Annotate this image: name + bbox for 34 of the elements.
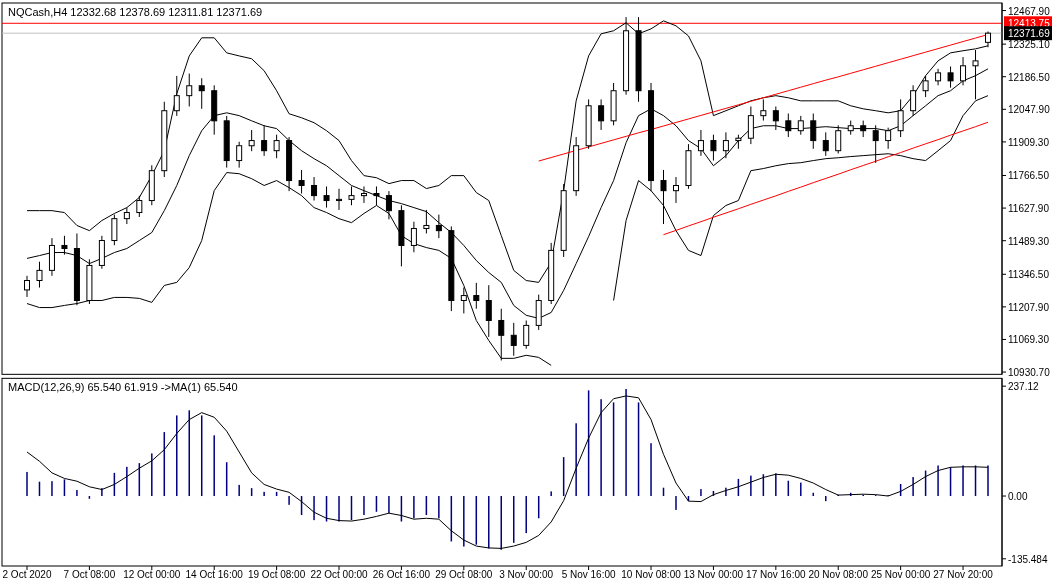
x-tick-label: 26 Oct 16:00	[372, 569, 431, 580]
y-tick-label: 12325.10	[1008, 39, 1051, 51]
x-tick-label: 25 Nov 00:00	[870, 569, 931, 580]
y-tick-label: 11207.90	[1008, 301, 1050, 313]
y-tick-label: 12047.90	[1008, 104, 1051, 116]
y-tick-label: 11346.50	[1008, 269, 1050, 281]
x-tick-label: 20 Nov 08:00	[808, 569, 869, 580]
ref-line-label: 12371.69	[1008, 28, 1051, 40]
y-tick-label: 12186.50	[1008, 71, 1051, 83]
y-tick-label: 10930.70	[1008, 367, 1051, 379]
y-tick-label: 237.12	[1008, 381, 1040, 393]
y-tick-label: 11069.30	[1008, 334, 1050, 346]
y-tick-label: -135.484	[1008, 553, 1048, 565]
y-tick-label: 11766.50	[1008, 170, 1050, 182]
x-tick-label: 3 Nov 00:00	[499, 569, 554, 580]
y-tick-label: 0.00	[1008, 491, 1028, 503]
x-tick-label: 14 Oct 16:00	[185, 569, 244, 580]
x-tick-label: 27 Nov 20:00	[933, 569, 994, 580]
x-tick-label: 7 Oct 08:00	[63, 569, 116, 580]
y-tick-label: 11909.30	[1008, 136, 1050, 148]
x-tick-label: 22 Oct 00:00	[310, 569, 369, 580]
y-tick-label: 12467.90	[1008, 5, 1051, 17]
x-tick-label: 5 Nov 16:00	[561, 569, 617, 580]
y-tick-label: 11489.30	[1008, 235, 1050, 247]
y-tick-label: 11627.90	[1008, 203, 1050, 215]
x-tick-label: 13 Nov 00:00	[683, 569, 744, 580]
chart-title: NQCash,H4 12332.68 12378.69 12311.81 12371.69	[8, 6, 263, 18]
x-tick-label: 17 Nov 16:00	[746, 569, 807, 580]
chart-title: MACD(12,26,9) 65.540 61.919 ->MA(1) 65.540	[8, 381, 238, 394]
x-tick-label: 19 Oct 08:00	[247, 569, 306, 580]
x-tick-label: 12 Oct 00:00	[123, 569, 181, 580]
x-tick-label: 29 Oct 08:00	[435, 569, 493, 580]
x-tick-label: 2 Oct 2020	[2, 569, 52, 580]
x-tick-label: 10 Nov 08:00	[621, 569, 682, 580]
